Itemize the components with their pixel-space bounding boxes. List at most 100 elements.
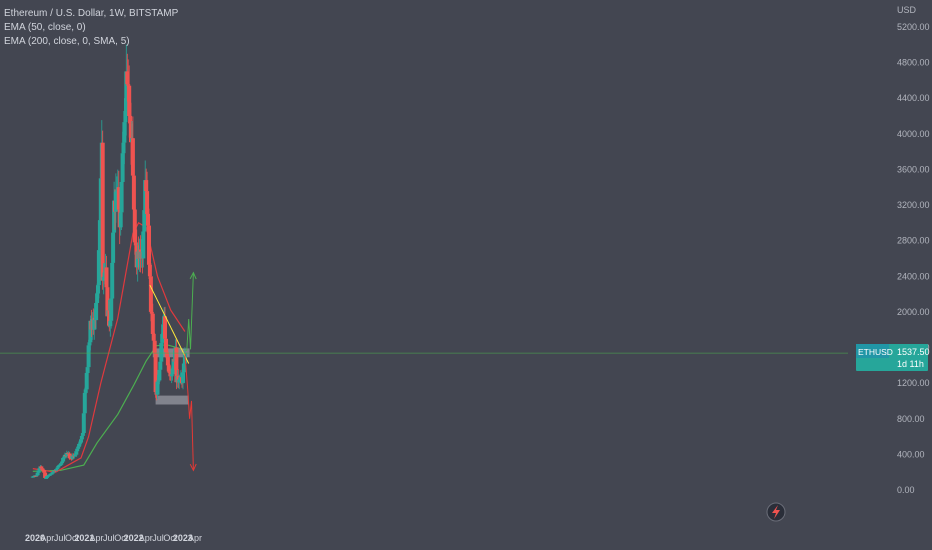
candle-body bbox=[96, 285, 100, 294]
candle-body bbox=[58, 464, 63, 466]
chart-legend: Ethereum / U.S. Dollar, 1W, BITSTAMP EMA… bbox=[4, 7, 178, 49]
candle-body bbox=[92, 317, 97, 330]
y-tick-label: 2400.00 bbox=[897, 271, 930, 281]
candle-body bbox=[75, 448, 80, 452]
candle-body bbox=[54, 469, 59, 471]
candle-body bbox=[128, 115, 133, 124]
candle-body bbox=[171, 358, 176, 369]
y-tick-label: 3600.00 bbox=[897, 164, 930, 174]
projection-up-path bbox=[184, 272, 194, 352]
candle-body bbox=[157, 369, 162, 381]
candle-body bbox=[69, 458, 74, 460]
y-tick-label: 800.00 bbox=[897, 414, 925, 424]
candle-body bbox=[70, 455, 75, 459]
currency-label: USD bbox=[897, 5, 917, 15]
candle-body bbox=[163, 316, 167, 339]
candle-body bbox=[46, 475, 50, 477]
candle-body bbox=[120, 153, 125, 182]
candle-body bbox=[59, 463, 64, 465]
candle-body bbox=[145, 191, 150, 214]
candle-body bbox=[83, 389, 88, 393]
candle-body bbox=[33, 475, 38, 477]
candle-body bbox=[97, 220, 102, 251]
candle-body bbox=[72, 455, 77, 457]
candle-body bbox=[132, 209, 137, 243]
candle-body bbox=[110, 262, 115, 299]
candle-body bbox=[155, 381, 160, 395]
y-tick-label: 4000.00 bbox=[897, 129, 930, 139]
candle-body bbox=[158, 361, 163, 370]
candle-body bbox=[37, 468, 42, 471]
candle-body bbox=[55, 467, 60, 469]
x-tick-label: Jul bbox=[103, 533, 115, 543]
projection-up-arrowhead bbox=[189, 271, 197, 280]
candle-body bbox=[56, 465, 61, 468]
candle-body bbox=[47, 474, 52, 476]
candle-body bbox=[44, 477, 49, 479]
candle-body bbox=[164, 352, 169, 357]
candle-body bbox=[130, 138, 135, 176]
x-tick-label: 2021 bbox=[74, 533, 94, 543]
candle-body bbox=[100, 142, 105, 281]
candle-body bbox=[169, 374, 174, 377]
candle-body bbox=[85, 367, 90, 373]
candle-body bbox=[165, 357, 170, 366]
candle-body bbox=[61, 457, 66, 462]
candle-body bbox=[64, 453, 69, 457]
candle-body bbox=[76, 446, 81, 449]
candle-body bbox=[36, 470, 41, 473]
x-tick-label: Jul bbox=[54, 533, 66, 543]
projection-down-path bbox=[184, 353, 194, 471]
x-tick-label: 2022 bbox=[124, 533, 144, 543]
candle-body bbox=[167, 371, 172, 373]
legend-title: Ethereum / U.S. Dollar, 1W, BITSTAMP bbox=[4, 8, 179, 19]
y-tick-label: 2800.00 bbox=[897, 236, 930, 246]
ema50-line bbox=[32, 221, 186, 473]
candle-body bbox=[152, 340, 157, 354]
candle-body bbox=[129, 123, 133, 143]
candle-body bbox=[94, 303, 99, 321]
candle-body bbox=[112, 200, 117, 233]
candle-body bbox=[146, 213, 150, 226]
price-tag-price: 1537.50 bbox=[897, 347, 930, 357]
candle-body bbox=[51, 471, 56, 473]
x-tick-label: Apr bbox=[40, 533, 54, 543]
candle-body bbox=[127, 85, 132, 116]
candle-body bbox=[135, 251, 140, 268]
candle-body bbox=[50, 472, 55, 474]
candle-body bbox=[124, 71, 129, 111]
candle-body bbox=[43, 472, 48, 478]
candle-body bbox=[74, 451, 79, 455]
candle-body bbox=[174, 347, 179, 383]
candle-body bbox=[78, 442, 83, 444]
candle-body bbox=[119, 182, 124, 213]
candle-body bbox=[181, 363, 186, 373]
candle-body bbox=[133, 242, 138, 246]
candle-body bbox=[39, 466, 44, 469]
candle-body bbox=[60, 461, 65, 464]
candle-body bbox=[81, 413, 86, 433]
x-tick-label: Apr bbox=[139, 533, 153, 543]
candle-body bbox=[113, 192, 118, 212]
candle-body bbox=[151, 333, 156, 341]
candle-body bbox=[87, 342, 92, 346]
x-tick-label: Oct bbox=[65, 533, 80, 543]
price-tag-symbol-box bbox=[856, 344, 889, 358]
candle-body bbox=[177, 379, 182, 383]
candle-body bbox=[109, 298, 114, 321]
candle-body bbox=[49, 473, 54, 475]
candle-body bbox=[181, 372, 185, 384]
y-tick-label: 0.00 bbox=[897, 485, 915, 495]
candle-body bbox=[153, 353, 158, 392]
candle-body bbox=[95, 293, 100, 303]
candle-body bbox=[121, 142, 126, 154]
candle-body bbox=[101, 276, 106, 281]
x-tick-label: 2023 bbox=[173, 533, 193, 543]
price-tag-countdown: 1d 11h bbox=[897, 359, 924, 369]
lightning-icon[interactable] bbox=[766, 502, 786, 522]
candle-body bbox=[80, 433, 85, 436]
candle-body bbox=[40, 468, 45, 470]
